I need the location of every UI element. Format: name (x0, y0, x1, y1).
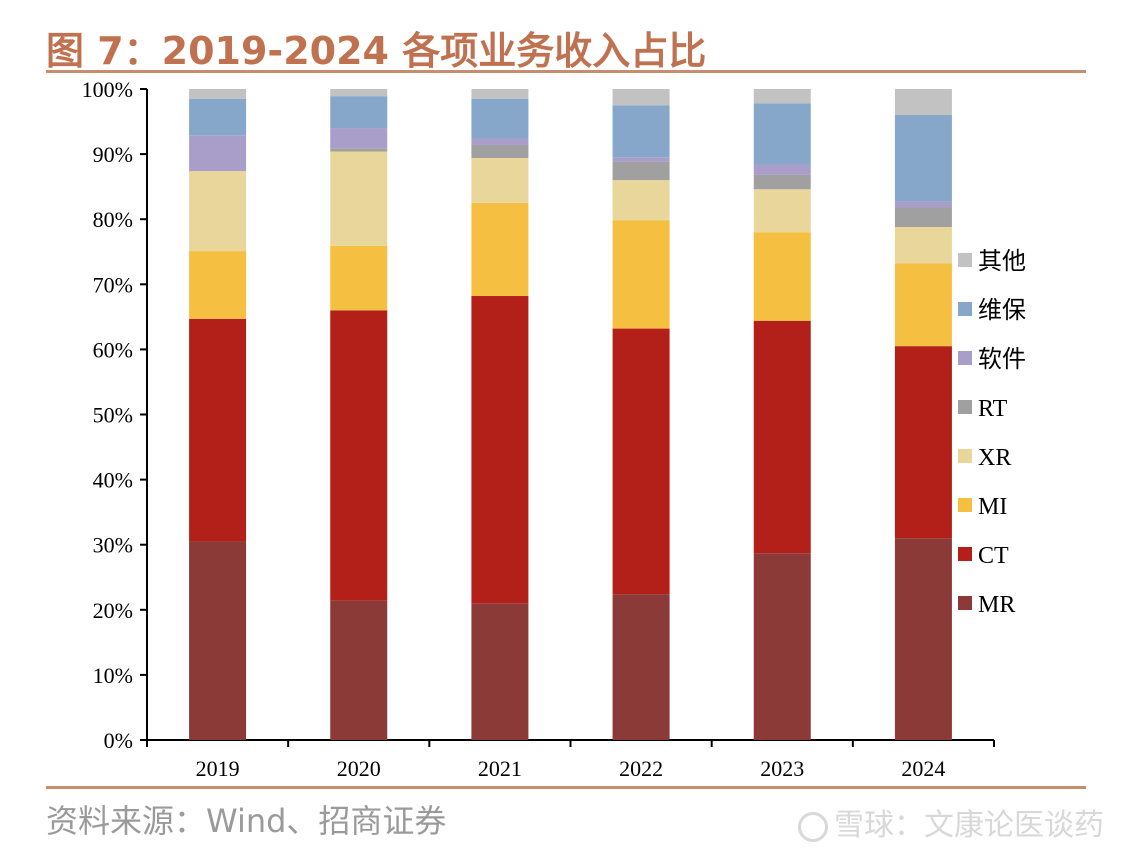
bar-segment (753, 189, 811, 233)
legend-label: CT (978, 543, 1009, 569)
legend-swatch (958, 498, 972, 512)
chart-title: 图 7：2019-2024 各项业务收入占比 (46, 29, 707, 73)
bar-segment (471, 138, 529, 145)
legend-label: RT (978, 396, 1008, 422)
bar-segment (612, 161, 670, 181)
x-tick-label: 2022 (619, 756, 663, 780)
bar-segment (189, 171, 247, 252)
bar-segment (471, 296, 529, 604)
bar-segment (189, 251, 247, 319)
y-tick-label: 90% (93, 142, 133, 167)
bar-segment (330, 89, 388, 97)
stacked-bar-chart: 0% 10% 20% 30% 40% 50% 60% 70% 80% 90% 100% 2019 202… (82, 77, 1026, 780)
bar-segment (753, 553, 811, 740)
bar-segment (471, 158, 529, 203)
y-tick-label: 30% (93, 533, 133, 558)
x-tick-label: 2019 (196, 756, 240, 780)
bar-segment (894, 346, 952, 539)
legend-label: 维保 (978, 297, 1026, 324)
bar-segment (894, 115, 952, 202)
bar-segment (189, 541, 247, 740)
bar-segment (894, 227, 952, 264)
legend-swatch (958, 253, 972, 267)
bar-segment (189, 89, 247, 99)
bar-segment (894, 207, 952, 228)
bar-segment (330, 245, 388, 311)
bar-segment (330, 96, 388, 129)
bar-segment (753, 89, 811, 104)
bar-segment (612, 220, 670, 329)
bar-segment (894, 538, 952, 740)
legend-label: 软件 (978, 346, 1026, 373)
bar-segment (894, 89, 952, 116)
snowball-logo-icon (798, 811, 828, 842)
legend-swatch (958, 449, 972, 463)
y-tick-label: 80% (93, 207, 133, 232)
y-tick-label: 100% (82, 77, 133, 102)
bar-segment (471, 89, 529, 99)
bar-segment (612, 328, 670, 595)
legend-swatch (958, 400, 972, 414)
bar-segment (471, 603, 529, 740)
legend-label: XR (978, 445, 1011, 471)
y-tick-label: 0% (104, 728, 133, 753)
bar-segment (330, 148, 388, 152)
y-tick-label: 10% (93, 663, 133, 688)
x-tick-label: 2020 (337, 756, 381, 780)
bar-segment (330, 151, 388, 246)
bar-segment (471, 98, 529, 139)
bar-segment (894, 201, 952, 208)
x-tick-label: 2023 (760, 756, 804, 780)
bar-segment (330, 310, 388, 601)
bar-segment (612, 180, 670, 221)
bar-segment (753, 103, 811, 165)
bar-segment (330, 600, 388, 740)
y-tick-label: 40% (93, 468, 133, 493)
bar-segment (753, 164, 811, 175)
bar-segment (753, 232, 811, 321)
bar-segment (471, 144, 529, 159)
watermark: 雪球：文康论医谈药 (798, 800, 1104, 844)
bar-segment (894, 263, 952, 347)
chart-axes: 0% 10% 20% 30% 40% 50% 60% 70% 80% 90% 100% 2019 202… (82, 77, 995, 780)
legend-label: 其他 (978, 248, 1026, 275)
bar-segment (612, 594, 670, 740)
y-tick-label: 70% (93, 272, 133, 297)
legend-swatch (958, 351, 972, 365)
watermark-text: 雪球：文康论医谈药 (834, 808, 1104, 843)
legend-swatch (958, 547, 972, 561)
bar-segment (189, 318, 247, 542)
legend-swatch (958, 302, 972, 316)
legend-label: MI (978, 494, 1007, 520)
bar-segment (612, 157, 670, 162)
bar-segment (471, 202, 529, 297)
y-tick-label: 50% (93, 403, 133, 428)
bar-segment (189, 135, 247, 172)
bar-segment (330, 128, 388, 149)
x-tick-label: 2024 (901, 756, 945, 780)
y-tick-label: 60% (93, 337, 133, 362)
footer-divider (46, 786, 1086, 789)
legend-label: MR (978, 592, 1015, 618)
chart-bars (189, 89, 952, 740)
bar-segment (753, 174, 811, 190)
x-tick-label: 2021 (478, 756, 522, 780)
y-tick-label: 20% (93, 598, 133, 623)
bar-segment (189, 98, 247, 136)
bar-segment (612, 89, 670, 106)
title-divider (46, 70, 1086, 73)
legend-swatch (958, 596, 972, 610)
bar-segment (612, 105, 670, 158)
bar-segment (753, 320, 811, 554)
source-note: 资料来源：Wind、招商证券 (46, 802, 447, 840)
